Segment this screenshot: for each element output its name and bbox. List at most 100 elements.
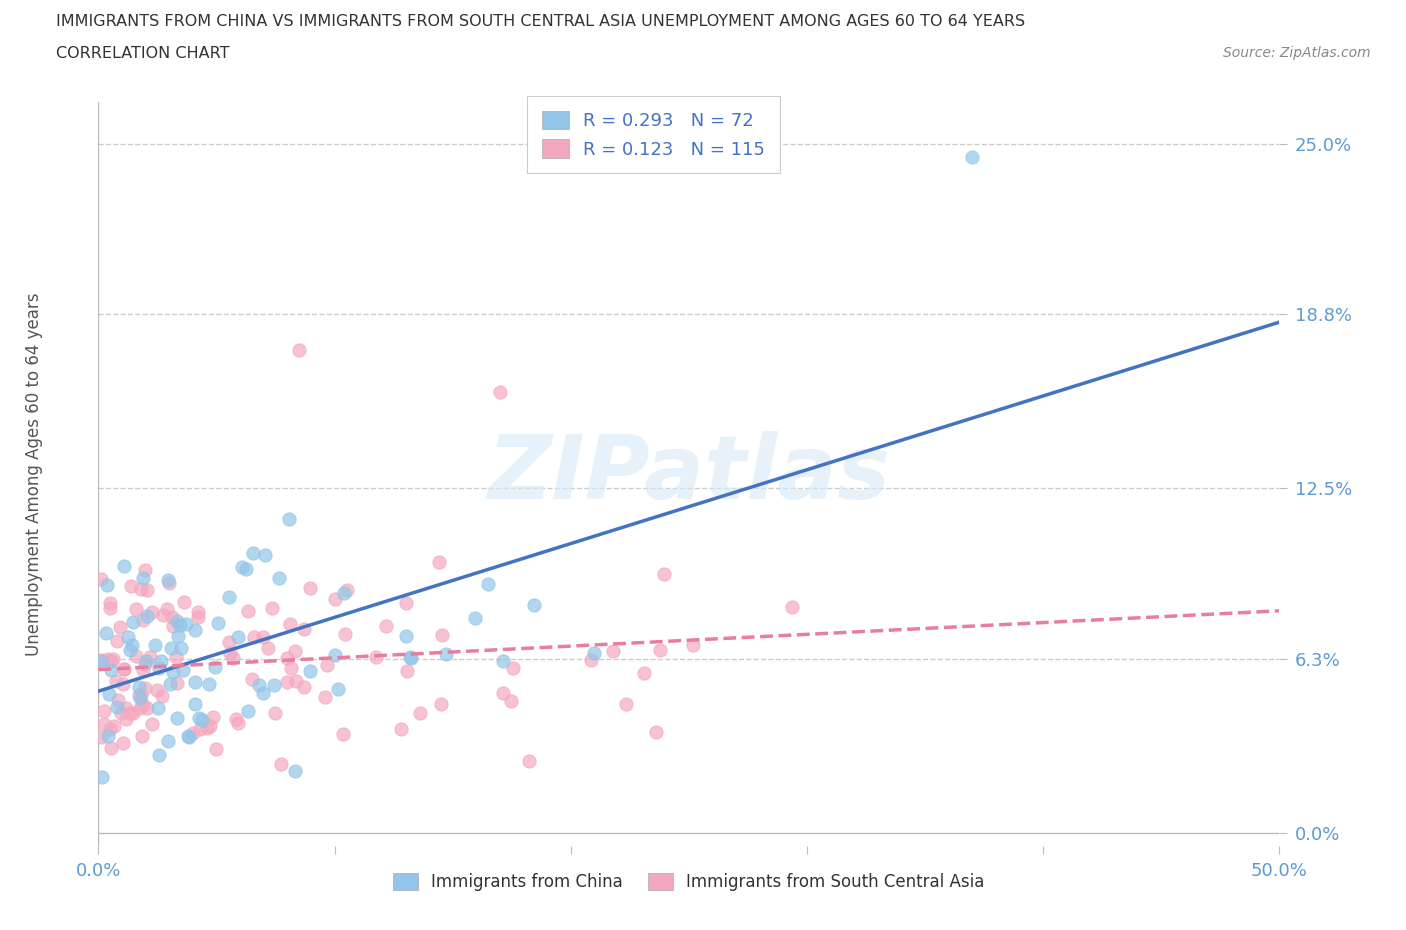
Point bbox=[121, 637, 143, 652]
Point bbox=[270, 756, 292, 771]
Point bbox=[149, 653, 172, 668]
Point bbox=[172, 662, 194, 677]
Point bbox=[146, 701, 169, 716]
Point bbox=[277, 512, 299, 526]
Point bbox=[292, 621, 315, 636]
Point bbox=[579, 652, 602, 667]
Point bbox=[236, 604, 259, 618]
Point bbox=[298, 664, 321, 679]
Point bbox=[523, 598, 546, 613]
Point bbox=[652, 566, 675, 581]
Point bbox=[645, 724, 668, 739]
Point bbox=[284, 673, 307, 688]
Point bbox=[264, 706, 287, 721]
Point bbox=[962, 150, 984, 165]
Point bbox=[124, 602, 146, 617]
Point bbox=[129, 700, 152, 715]
Point bbox=[105, 634, 128, 649]
Point bbox=[94, 626, 117, 641]
Point bbox=[115, 701, 138, 716]
Point bbox=[150, 688, 173, 703]
Point bbox=[226, 716, 249, 731]
Point bbox=[98, 601, 121, 616]
Point bbox=[170, 641, 193, 656]
Point bbox=[477, 577, 499, 591]
Point bbox=[136, 608, 159, 623]
Point bbox=[97, 686, 120, 701]
Point bbox=[157, 576, 180, 591]
Point bbox=[491, 686, 513, 701]
Point bbox=[156, 602, 179, 617]
Point bbox=[100, 653, 122, 668]
Point bbox=[120, 578, 142, 593]
Point bbox=[110, 619, 132, 634]
Point bbox=[165, 649, 187, 664]
Point bbox=[97, 651, 120, 666]
Text: IMMIGRANTS FROM CHINA VS IMMIGRANTS FROM SOUTH CENTRAL ASIA UNEMPLOYMENT AMONG A: IMMIGRANTS FROM CHINA VS IMMIGRANTS FROM… bbox=[56, 14, 1025, 29]
Point bbox=[98, 595, 121, 610]
Point bbox=[104, 673, 127, 688]
Point bbox=[280, 661, 302, 676]
Point bbox=[276, 674, 298, 689]
Point bbox=[114, 711, 136, 726]
Point bbox=[90, 572, 112, 587]
Point bbox=[118, 643, 141, 658]
Point bbox=[207, 615, 229, 630]
Point bbox=[90, 770, 112, 785]
Point bbox=[364, 650, 387, 665]
Point bbox=[105, 699, 128, 714]
Point bbox=[167, 629, 190, 644]
Point bbox=[128, 688, 150, 703]
Point bbox=[156, 573, 179, 588]
Point bbox=[139, 649, 162, 664]
Point bbox=[430, 628, 453, 643]
Point bbox=[614, 697, 637, 711]
Point bbox=[141, 604, 163, 619]
Point bbox=[159, 641, 181, 656]
Point bbox=[98, 722, 121, 737]
Point bbox=[184, 696, 207, 711]
Point bbox=[323, 648, 346, 663]
Point bbox=[195, 721, 218, 736]
Point bbox=[222, 650, 245, 665]
Point bbox=[502, 660, 524, 675]
Point bbox=[90, 653, 112, 668]
Point bbox=[464, 610, 486, 625]
Point bbox=[148, 660, 170, 675]
Point bbox=[323, 591, 346, 606]
Point bbox=[157, 734, 180, 749]
Point bbox=[602, 644, 624, 658]
Point bbox=[131, 570, 153, 585]
Point bbox=[160, 609, 183, 624]
Point bbox=[429, 697, 451, 711]
Point bbox=[169, 618, 191, 632]
Point bbox=[682, 637, 704, 652]
Point bbox=[517, 753, 540, 768]
Point bbox=[332, 727, 354, 742]
Point bbox=[97, 728, 120, 743]
Point bbox=[159, 676, 181, 691]
Point bbox=[240, 671, 263, 686]
Point bbox=[166, 614, 188, 629]
Point bbox=[93, 716, 115, 731]
Point bbox=[278, 617, 301, 631]
Point bbox=[187, 604, 209, 619]
Point bbox=[389, 722, 412, 737]
Point bbox=[174, 617, 197, 631]
Point bbox=[267, 571, 290, 586]
Point bbox=[226, 630, 249, 644]
Point bbox=[288, 343, 311, 358]
Point bbox=[132, 663, 155, 678]
Point bbox=[284, 644, 307, 658]
Point bbox=[257, 641, 280, 656]
Point bbox=[335, 626, 357, 641]
Point bbox=[107, 693, 129, 708]
Point bbox=[231, 560, 253, 575]
Point bbox=[143, 638, 166, 653]
Point bbox=[183, 675, 205, 690]
Point bbox=[242, 630, 264, 644]
Point bbox=[247, 677, 270, 692]
Point bbox=[409, 705, 432, 720]
Point bbox=[128, 680, 150, 695]
Point bbox=[131, 728, 153, 743]
